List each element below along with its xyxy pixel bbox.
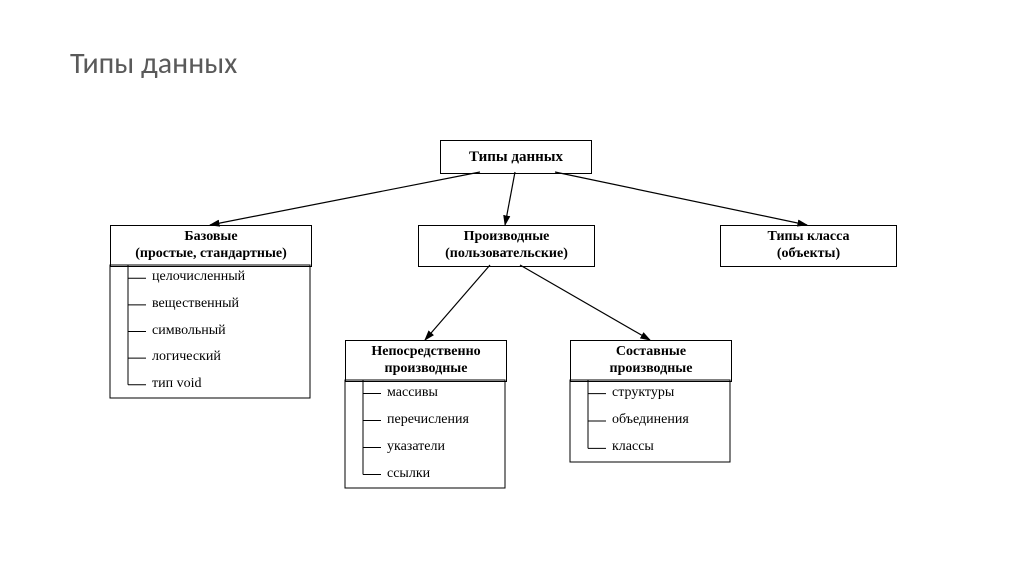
base-list-item: тип void (152, 376, 202, 392)
page-title: Типы данных (70, 45, 237, 82)
node-base: Базовые (простые, стандартные) (110, 225, 312, 267)
base-list-item: логический (152, 349, 221, 365)
node-derived: Производные (пользовательские) (418, 225, 595, 267)
diagram-edges (0, 0, 1024, 574)
node-derived-l1: Производные (464, 229, 550, 246)
base-list-item: целочисленный (152, 269, 245, 285)
base-list-item: вещественный (152, 296, 239, 312)
node-direct-l2: производные (385, 361, 468, 378)
node-composite: Составные производные (570, 340, 732, 382)
node-composite-l1: Составные (616, 344, 686, 361)
base-list-item: символьный (152, 323, 226, 339)
direct-list-item: перечисления (387, 412, 469, 428)
node-class-l2: (объекты) (777, 246, 840, 263)
direct-list-item: массивы (387, 385, 438, 401)
composite-list-item: объединения (612, 412, 689, 428)
node-direct: Непосредственно производные (345, 340, 507, 382)
direct-list-item: указатели (387, 439, 445, 455)
node-derived-l2: (пользовательские) (445, 246, 568, 263)
node-root-label: Типы данных (469, 148, 563, 166)
node-base-l2: (простые, стандартные) (135, 246, 287, 263)
node-composite-l2: производные (610, 361, 693, 378)
node-class-l1: Типы класса (767, 229, 849, 246)
title-text: Типы данных (70, 45, 237, 82)
direct-list-item: ссылки (387, 466, 430, 482)
composite-list-item: классы (612, 439, 654, 455)
node-root: Типы данных (440, 140, 592, 174)
composite-list-item: структуры (612, 385, 674, 401)
node-base-l1: Базовые (184, 229, 237, 246)
node-class: Типы класса (объекты) (720, 225, 897, 267)
node-direct-l1: Непосредственно (371, 344, 480, 361)
